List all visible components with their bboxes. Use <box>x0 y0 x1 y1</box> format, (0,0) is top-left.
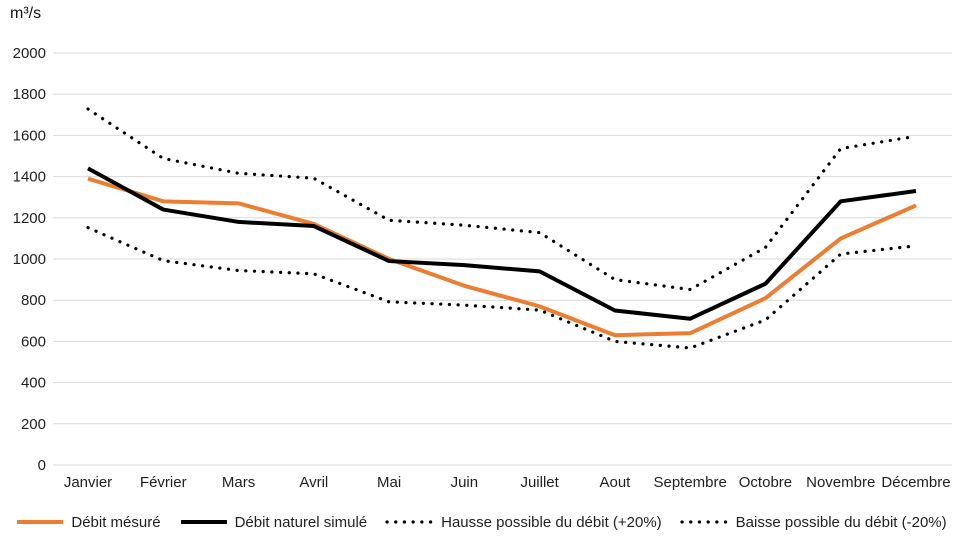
series-line-hausse-possible-20 <box>86 107 918 292</box>
legend-item-debit-naturel-simule: Débit naturel simulé <box>179 513 368 531</box>
x-tick-label: Septembre <box>653 474 726 491</box>
x-tick-label: Février <box>140 474 187 491</box>
y-tick-label: 200 <box>21 416 46 433</box>
y-tick-label: 1400 <box>13 169 46 186</box>
y-tick-label: 1200 <box>13 210 46 227</box>
legend-item-hausse-possible-20: Hausse possible du débit (+20%) <box>385 514 662 531</box>
x-tick-label: Janvier <box>64 474 112 491</box>
plot-area: 0 200 400 600 800 1000 1200 1400 1600 1800 2000 Jan… <box>13 45 952 491</box>
series-line-baisse-possible-20 <box>86 226 918 350</box>
x-tick-label: Octobre <box>739 474 792 491</box>
legend-label-debit-naturel-simule: Débit naturel simulé <box>234 513 368 531</box>
legend-swatch-hausse-possible-20 <box>385 520 435 524</box>
x-tick-label: Aout <box>599 474 631 491</box>
legend-item-baisse-possible-20: Baisse possible du débit (-20%) <box>680 514 947 531</box>
x-tick-label: Novembre <box>806 474 875 491</box>
legend: Débit mésuré Débit naturel simulé Hausse p… <box>0 507 962 537</box>
x-tick-label: Avril <box>299 474 328 491</box>
series-line-debit-mesure <box>87 176 917 338</box>
y-tick-label: 400 <box>21 375 46 392</box>
y-tick-label: 0 <box>38 457 46 474</box>
legend-label-baisse-possible-20: Baisse possible du débit (-20%) <box>735 513 947 531</box>
y-tick-label: 600 <box>21 333 46 350</box>
legend-label-hausse-possible-20: Hausse possible du débit (+20%) <box>441 513 662 531</box>
legend-label-debit-mesure: Débit mésuré <box>71 513 161 531</box>
y-tick-label: 1800 <box>13 86 46 103</box>
x-tick-label: Mai <box>377 474 401 491</box>
y-tick-label: 800 <box>21 292 46 309</box>
legend-item-debit-mesure: Débit mésuré <box>15 513 161 531</box>
y-axis-unit-label: m³/s <box>10 5 42 22</box>
legend-swatch-debit-naturel-simule <box>180 520 227 524</box>
y-tick-label: 1600 <box>13 127 46 144</box>
legend-swatch-baisse-possible-20 <box>680 520 730 524</box>
x-tick-label: Juin <box>451 474 479 491</box>
x-tick-label: Mars <box>222 474 255 491</box>
y-tick-label: 1000 <box>13 251 46 268</box>
legend-swatch-debit-mesure <box>17 520 64 524</box>
y-tick-label: 2000 <box>13 45 46 62</box>
x-tick-label: Décembre <box>881 474 950 491</box>
x-tick-label: Juillet <box>520 474 559 491</box>
series-line-debit-naturel-simule <box>87 166 917 321</box>
